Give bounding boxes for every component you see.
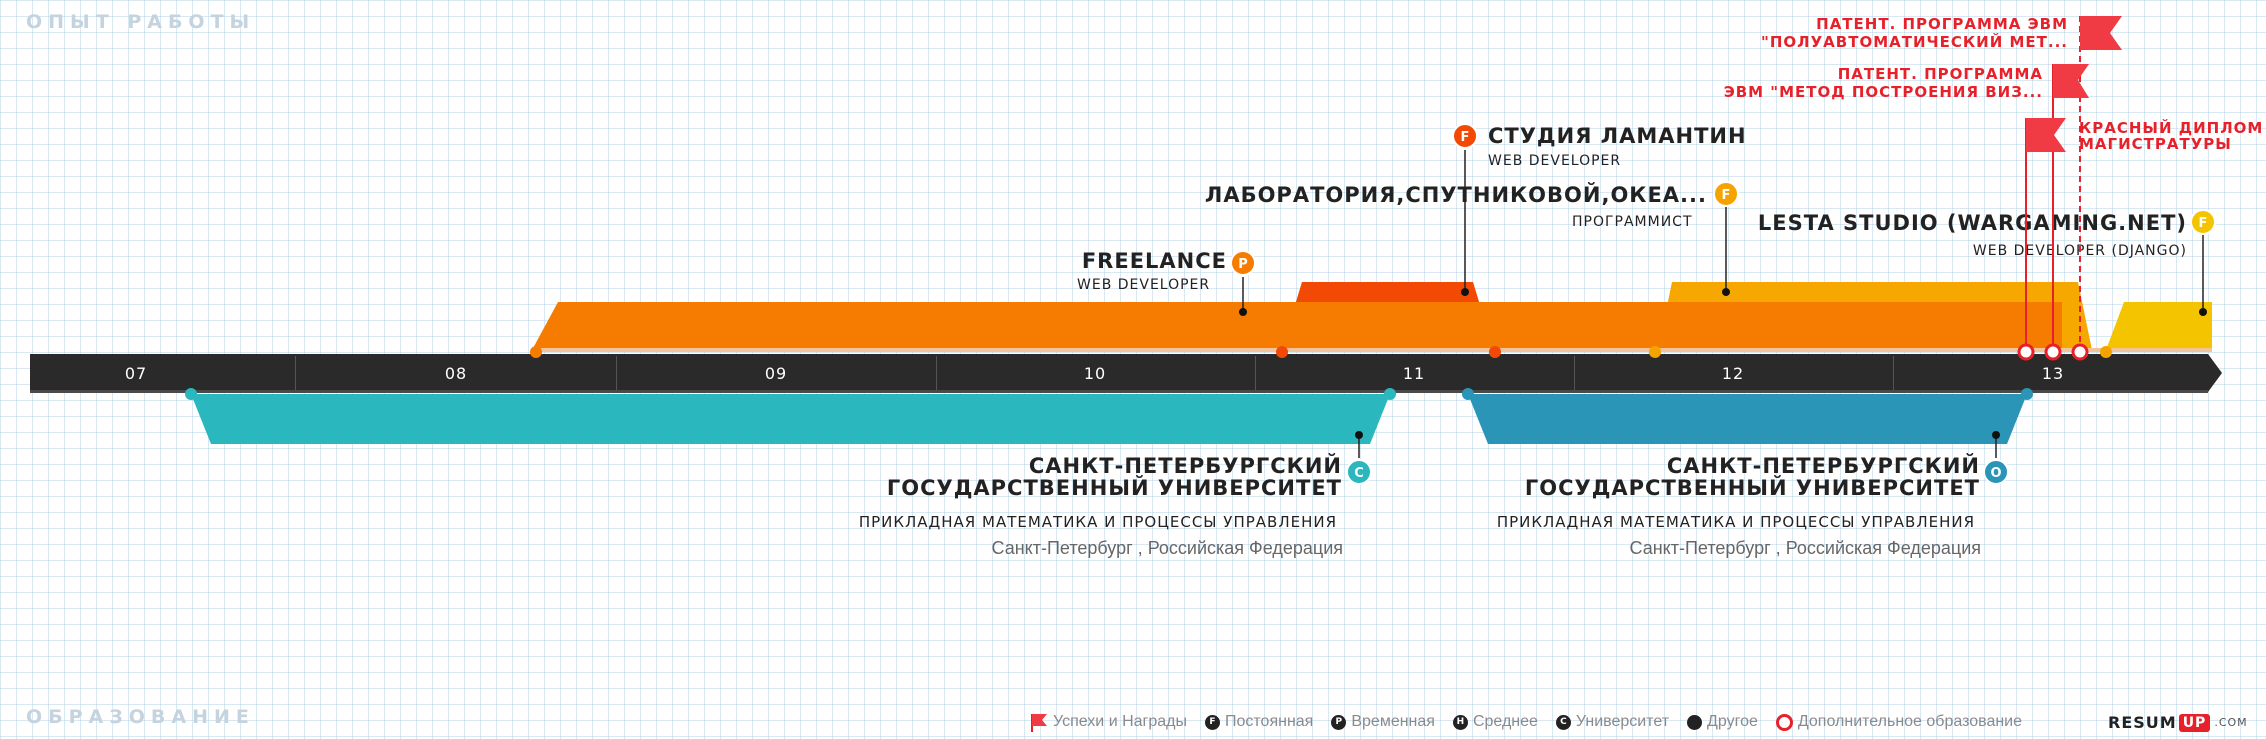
award-flag-icon[interactable] [2026, 118, 2066, 152]
education-location: Санкт-Петербург , Российская Федерация [1630, 538, 1981, 558]
tick-label: 08 [445, 364, 467, 383]
legend-label: Среднее [1472, 713, 1538, 730]
svg-text:F: F [2199, 216, 2208, 231]
legend-label: Постоянная [1225, 713, 1314, 730]
job-subtitle-laboratory: ПРОГРАММИСТ [1572, 214, 1693, 230]
job-title-freelance[interactable]: FREELANCE [1082, 249, 1227, 273]
job-band-lamantin[interactable] [1295, 282, 1480, 305]
other-dot-icon [1687, 714, 1703, 730]
legend-item-secondary: H Среднее [1452, 713, 1538, 731]
education-badge-spbu-1[interactable]: C [1346, 459, 1372, 485]
education-field: ПРИКЛАДНАЯ МАТЕМАТИКА И ПРОЦЕССЫ УПРАВЛЕ… [859, 513, 1337, 531]
job-subtitle-freelance: WEB DEVELOPER [1077, 277, 1210, 293]
award-text-line2[interactable]: ЭВМ "МЕТОД ПОСТРОЕНИЯ ВИЗ... [1724, 83, 2043, 101]
education-title-line2[interactable]: ГОСУДАРСТВЕННЫЙ УНИВЕРСИТЕТ [887, 475, 1342, 500]
job-subtitle-lamantin: WEB DEVELOPER [1488, 153, 1621, 169]
svg-text:F: F [1461, 130, 1470, 145]
education-badge-spbu-2[interactable]: O [1983, 459, 2009, 485]
tick-label: 09 [765, 364, 787, 383]
legend-item-awards: Успехи и Награды [1030, 712, 1187, 732]
section-experience-title: ОПЫТ РАБОТЫ [26, 11, 256, 33]
award-flag-icon[interactable] [2053, 64, 2089, 98]
brand-name: RESUM [2108, 713, 2177, 732]
brand-logo[interactable]: RESUM UP .COM [2108, 713, 2248, 732]
tick-label: 07 [125, 364, 147, 383]
job-band-freelance[interactable] [532, 302, 2062, 350]
job-band-edge [532, 348, 2212, 352]
legend-item-other: Другое [1687, 713, 1758, 731]
axis-dividers [295, 356, 1894, 390]
timeline-axis [30, 354, 2222, 392]
timeline-axis-shadow [30, 390, 2208, 393]
secondary-badge-icon: H [1452, 714, 1468, 730]
brand-suffix: .COM [2214, 716, 2248, 729]
education-title-line1[interactable]: САНКТ-ПЕТЕРБУРГСКИЙ [1029, 453, 1342, 478]
svg-text:F: F [1722, 188, 1731, 203]
svg-text:O: O [1990, 466, 2001, 481]
legend-item-permanent: F Постоянная [1205, 713, 1313, 731]
job-badge-lesta[interactable]: F [2190, 209, 2216, 235]
education-band-spbu-1[interactable] [191, 394, 1390, 444]
education-location: Санкт-Петербург , Российская Федерация [992, 538, 1343, 558]
legend-label: Дополнительное образование [1797, 713, 2023, 730]
legend: Успехи и Награды F Постоянная P Временна… [1030, 712, 2022, 732]
legend-item-university: C Университет [1555, 713, 1670, 731]
award-text-line2[interactable]: МАГИСТРАТУРЫ [2079, 135, 2232, 153]
education-title-line1[interactable]: САНКТ-ПЕТЕРБУРГСКИЙ [1667, 453, 1980, 478]
axis-dots [185, 346, 2112, 400]
education-band-spbu-2[interactable] [1468, 394, 2027, 444]
tick-label: 11 [1403, 364, 1425, 383]
permanent-badge-icon: F [1205, 714, 1220, 730]
award-text-line2[interactable]: "ПОЛУАВТОМАТИЧЕСКИЙ МЕТ... [1761, 32, 2068, 51]
tick-label: 13 [2042, 364, 2064, 383]
education-field: ПРИКЛАДНАЯ МАТЕМАТИКА И ПРОЦЕССЫ УПРАВЛЕ… [1497, 513, 1975, 531]
education-title-line2[interactable]: ГОСУДАРСТВЕННЫЙ УНИВЕРСИТЕТ [1525, 475, 1980, 500]
legend-label: Временная [1351, 713, 1435, 730]
svg-text:C: C [1354, 466, 1364, 481]
flag-icon [1031, 714, 1047, 732]
award-flag-icon[interactable] [2080, 16, 2122, 50]
award-text-line1[interactable]: ПАТЕНТ. ПРОГРАММА [1838, 65, 2043, 83]
job-title-lesta[interactable]: LESTA STUDIO (WARGAMING.NET) [1758, 211, 2187, 235]
tick-label: 10 [1084, 364, 1106, 383]
legend-label: Успехи и Награды [1053, 713, 1187, 730]
job-title-laboratory[interactable]: ЛАБОРАТОРИЯ,СПУТНИКОВОЙ,ОКЕА... [1205, 182, 1707, 207]
svg-text:P: P [1238, 257, 1248, 272]
job-band-lesta[interactable] [2106, 302, 2212, 350]
section-education-title: ОБРАЗОВАНИЕ [26, 706, 255, 728]
award-markers[interactable] [2017, 343, 2089, 361]
tick-label: 12 [1722, 364, 1744, 383]
ring-icon [1775, 713, 1793, 731]
brand-up: UP [2178, 713, 2211, 732]
job-badge-freelance[interactable]: P [1230, 250, 1256, 276]
connector-dots [1239, 288, 2207, 439]
legend-label: Другое [1707, 713, 1758, 730]
award-text-line1[interactable]: КРАСНЫЙ ДИПЛОМ [2079, 118, 2263, 137]
job-badge-laboratory[interactable]: F [1713, 181, 1739, 207]
legend-item-additional: Дополнительное образование [1775, 713, 2023, 731]
legend-label: Университет [1575, 713, 1670, 730]
job-badge-lamantin[interactable]: F [1452, 123, 1478, 149]
university-badge-icon: C [1555, 714, 1571, 730]
award-text-line1[interactable]: ПАТЕНТ. ПРОГРАММА ЭВМ [1816, 15, 2068, 33]
job-title-lamantin[interactable]: СТУДИЯ ЛАМАНТИН [1488, 124, 1747, 148]
legend-item-temporary: P Временная [1331, 713, 1435, 731]
temporary-badge-icon: P [1331, 714, 1347, 730]
